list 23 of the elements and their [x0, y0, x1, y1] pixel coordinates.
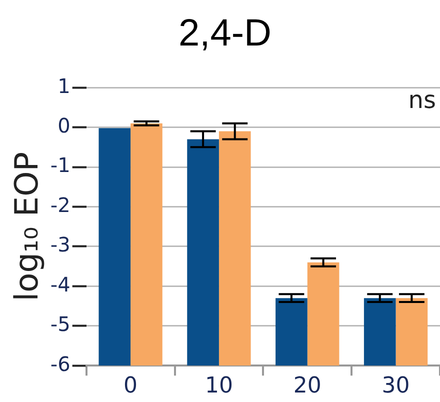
chart-title: 2,4-D — [178, 12, 272, 54]
x-tick-label: 0 — [124, 374, 138, 399]
bar — [98, 128, 131, 366]
bar — [130, 123, 162, 366]
x-tick-label: 20 — [293, 374, 322, 399]
bar — [396, 298, 428, 366]
bar — [307, 262, 340, 366]
bar — [276, 298, 308, 366]
y-axis-title: log₁₀ EOP — [8, 152, 46, 302]
y-tick-label: 1 — [58, 74, 70, 98]
bar — [187, 139, 219, 366]
y-tick-label: -5 — [50, 312, 70, 336]
y-tick-label: -2 — [50, 192, 70, 217]
y-tick-label: 0 — [58, 114, 70, 138]
annotation: ns — [408, 86, 436, 114]
bar — [218, 131, 251, 366]
y-tick-label: -1 — [50, 153, 70, 178]
y-tick-label: -3 — [50, 232, 70, 257]
y-tick-label: -4 — [50, 272, 70, 296]
x-tick-label: 30 — [382, 374, 410, 399]
bar — [364, 298, 396, 366]
x-tick-label: 10 — [204, 374, 233, 399]
y-tick-label: -6 — [50, 352, 70, 376]
